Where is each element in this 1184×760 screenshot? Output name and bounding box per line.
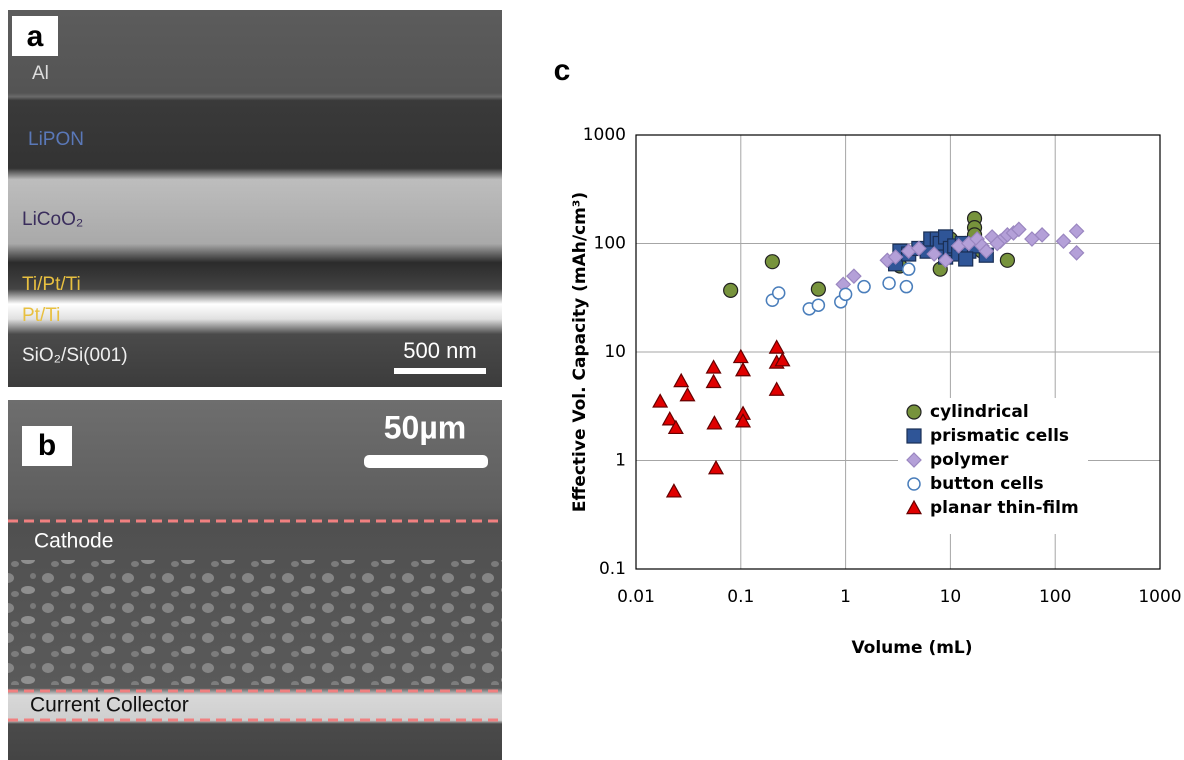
point bbox=[810, 281, 826, 297]
panel-letter: b bbox=[38, 429, 56, 462]
y-tick-label: 100 bbox=[594, 234, 626, 254]
legend-label: button cells bbox=[930, 474, 1044, 494]
grains bbox=[8, 560, 502, 685]
legend-box bbox=[898, 398, 1088, 534]
point bbox=[774, 351, 791, 367]
point bbox=[667, 419, 684, 435]
letter-box bbox=[12, 16, 58, 56]
point bbox=[679, 386, 696, 402]
layer-label: LiCoO₂ bbox=[22, 209, 83, 230]
x-tick-label: 1 bbox=[840, 587, 851, 607]
y-tick-label: 10 bbox=[604, 342, 626, 362]
plot-frame bbox=[635, 134, 1161, 570]
layer-label: Al bbox=[32, 63, 49, 84]
point bbox=[771, 286, 786, 300]
point bbox=[735, 413, 752, 428]
legend-marker bbox=[906, 452, 922, 468]
x-tick-label: 100 bbox=[1039, 587, 1071, 607]
layer-label: SiO₂/Si(001) bbox=[22, 345, 128, 366]
scale-bar-label: 50µm bbox=[384, 409, 466, 445]
point bbox=[882, 276, 896, 291]
scale-bar-label: 500 nm bbox=[403, 338, 476, 363]
x-tick-label: 0.01 bbox=[617, 587, 655, 607]
panel-letter: c bbox=[554, 54, 571, 87]
point bbox=[899, 279, 914, 294]
point bbox=[665, 483, 682, 498]
micrograph-a bbox=[8, 10, 502, 387]
letter-box bbox=[22, 426, 72, 466]
legend-marker bbox=[906, 404, 922, 420]
legend-label: prismatic cells bbox=[930, 426, 1069, 446]
region-label: Cathode bbox=[34, 530, 113, 553]
point bbox=[706, 415, 723, 430]
point bbox=[901, 262, 916, 276]
scale-bar bbox=[394, 368, 486, 374]
point bbox=[723, 282, 739, 298]
panel-c: c Volume (mL) Effective Vol. Capacity (m… bbox=[554, 54, 1182, 658]
point bbox=[926, 246, 943, 262]
legend-marker bbox=[905, 499, 923, 515]
layer-label: LiPON bbox=[28, 129, 84, 150]
point bbox=[768, 381, 785, 396]
legend-label: planar thin-film bbox=[930, 498, 1079, 518]
point bbox=[846, 268, 862, 285]
point bbox=[661, 411, 678, 426]
panel-a: a Al LiPON LiCoO₂ Ti/Pt/Ti Pt/Ti SiO₂/Si… bbox=[8, 10, 502, 387]
point bbox=[857, 279, 871, 294]
x-axis-title: Volume (mL) bbox=[851, 638, 972, 658]
point bbox=[768, 339, 785, 354]
point bbox=[811, 298, 826, 312]
point bbox=[705, 373, 722, 389]
y-tick-label: 0.1 bbox=[599, 559, 626, 579]
region-label: Current Collector bbox=[30, 694, 189, 717]
point bbox=[1034, 227, 1050, 243]
panel-letter: a bbox=[27, 20, 44, 53]
point bbox=[707, 459, 725, 475]
scale-bar bbox=[364, 455, 488, 468]
point bbox=[1055, 233, 1072, 250]
point bbox=[652, 393, 669, 408]
x-tick-label: 10 bbox=[940, 587, 962, 607]
point bbox=[764, 254, 780, 270]
layer-label: Ti/Pt/Ti bbox=[22, 274, 81, 295]
point bbox=[1011, 221, 1027, 238]
legend-marker bbox=[907, 477, 921, 491]
point bbox=[937, 252, 954, 269]
point bbox=[673, 372, 690, 388]
legend-label: polymer bbox=[930, 450, 1009, 470]
x-tick-label: 0.1 bbox=[727, 587, 754, 607]
point bbox=[1068, 245, 1085, 261]
legend-label: cylindrical bbox=[930, 402, 1029, 422]
point bbox=[911, 240, 927, 257]
point bbox=[958, 251, 974, 267]
point bbox=[999, 252, 1016, 268]
x-tick-label: 1000 bbox=[1138, 587, 1181, 607]
y-tick-label: 1 bbox=[615, 451, 626, 471]
y-tick-label: 1000 bbox=[583, 125, 626, 145]
point bbox=[705, 359, 722, 374]
point bbox=[1068, 223, 1085, 239]
legend-marker bbox=[906, 428, 922, 444]
point bbox=[732, 348, 749, 364]
point bbox=[887, 249, 904, 265]
point bbox=[838, 287, 853, 302]
point bbox=[978, 243, 995, 260]
point bbox=[989, 235, 1006, 252]
layer-label: Pt/Ti bbox=[22, 305, 60, 326]
panel-b: b 50µm Cathode Current Collector bbox=[8, 400, 502, 760]
y-axis-title: Effective Vol. Capacity (mAh/cm³) bbox=[570, 192, 590, 512]
point bbox=[735, 361, 752, 377]
